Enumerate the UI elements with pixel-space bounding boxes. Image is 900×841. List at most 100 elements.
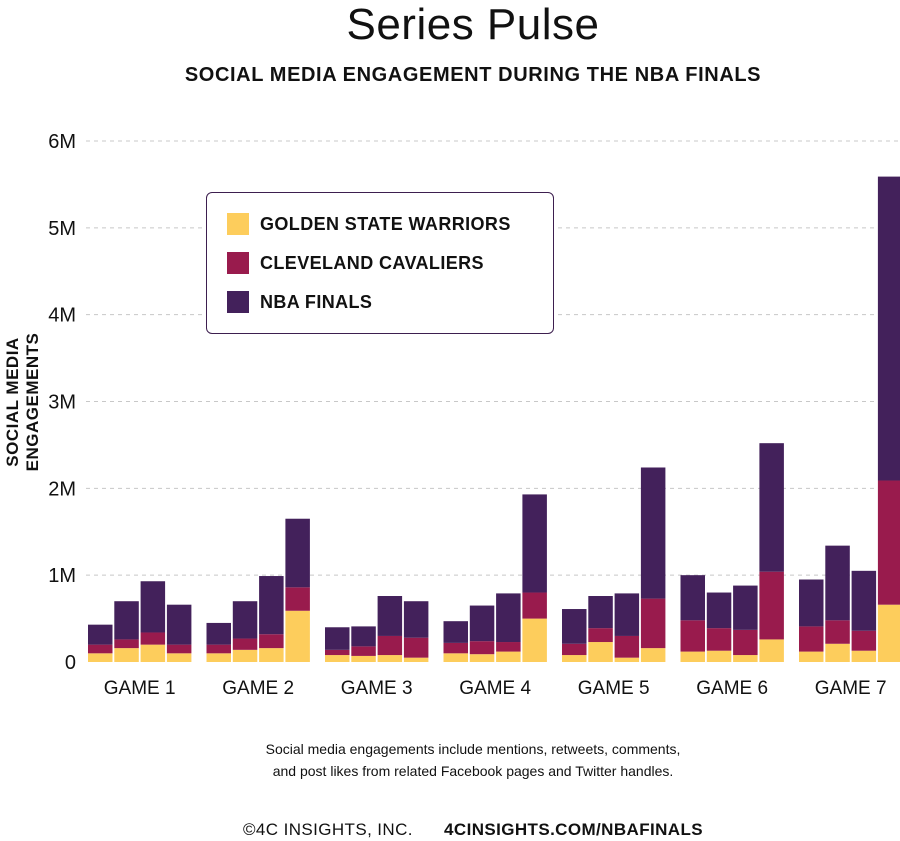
bar-segment — [496, 651, 521, 662]
bar-segment — [877, 176, 900, 481]
bar-segment — [232, 601, 258, 639]
bar-segment — [588, 596, 613, 629]
bar-segment — [351, 626, 376, 647]
bar-segment — [522, 618, 547, 662]
bar-segment — [88, 624, 113, 645]
bar-segment — [325, 627, 350, 650]
bar-segment — [733, 655, 758, 662]
bar-segment — [166, 653, 192, 662]
legend: GOLDEN STATE WARRIORS CLEVELAND CAVALIER… — [206, 192, 554, 334]
bar-segment — [825, 545, 850, 621]
bar-segment — [825, 620, 850, 644]
chart-subtitle: SOCIAL MEDIA ENGAGEMENT DURING THE NBA F… — [184, 64, 762, 86]
legend-item-warriors: GOLDEN STATE WARRIORS — [227, 213, 553, 235]
bar-segment — [140, 644, 166, 662]
bar-segment — [469, 605, 495, 642]
x-tick-label: GAME 6 — [696, 678, 768, 699]
bar-segment — [403, 637, 429, 658]
bar-segment — [680, 620, 705, 652]
bar-segment — [259, 634, 284, 649]
bar-segment — [851, 650, 877, 662]
bar-segment — [259, 576, 284, 635]
bar-segment — [496, 642, 521, 652]
bar-segment — [206, 622, 231, 645]
bar-segment — [351, 646, 376, 656]
legend-item-nba-finals: NBA FINALS — [227, 291, 553, 313]
bar-segment — [562, 609, 587, 644]
bar-segment — [377, 596, 403, 636]
bar-segment — [680, 575, 705, 621]
bar-segment — [706, 628, 732, 651]
x-tick-label: GAME 7 — [815, 678, 887, 699]
bar-segment — [206, 644, 231, 654]
bar-segment — [166, 604, 192, 645]
x-tick-label: GAME 5 — [578, 678, 650, 699]
bar-segment — [614, 635, 640, 658]
bar-segment — [851, 630, 877, 651]
y-tick-label: 5M — [48, 218, 76, 240]
bar-segment — [706, 650, 732, 662]
bar-segment — [825, 643, 850, 662]
bar-segment — [759, 571, 784, 640]
footer: ©4C INSIGHTS, INC. 4CINSIGHTS.COM/NBAFIN… — [0, 820, 900, 840]
bar-segment — [588, 642, 613, 662]
x-tick-label: GAME 2 — [222, 678, 294, 699]
bar-segment — [759, 639, 784, 662]
legend-label-nba-finals: NBA FINALS — [260, 291, 373, 312]
bar-segment — [325, 649, 350, 656]
bar-segment — [640, 598, 666, 649]
legend-swatch-warriors — [227, 213, 249, 235]
bar-segment — [403, 657, 429, 662]
bar-segment — [733, 629, 758, 656]
x-tick-label: GAME 1 — [104, 678, 176, 699]
footer-site-link[interactable]: 4CINSIGHTS.COM/NBAFINALS — [444, 820, 703, 839]
bar-segment — [114, 639, 139, 649]
footnote-line-2: and post likes from related Facebook pag… — [272, 763, 674, 779]
bar-segment — [640, 467, 666, 599]
bar-segment — [351, 655, 376, 662]
bar-segment — [259, 648, 284, 662]
bar-segment — [140, 581, 166, 633]
bar-segment — [325, 655, 350, 662]
bar-segment — [877, 604, 900, 662]
bar-segment — [166, 644, 192, 654]
bar-segment — [733, 585, 758, 630]
y-tick-label: 0 — [65, 652, 76, 674]
bar-segment — [799, 579, 824, 627]
bar-segment — [443, 642, 468, 654]
footnote-line-1: Social media engagements include mention… — [265, 741, 681, 757]
bar-segment — [285, 587, 310, 611]
bar-segment — [614, 657, 640, 662]
bar-segment — [759, 443, 784, 572]
bar-segment — [469, 654, 495, 662]
y-tick-label: 4M — [48, 305, 76, 327]
bar-segment — [232, 649, 258, 662]
bar-segment — [522, 494, 547, 593]
x-tick-label: GAME 4 — [459, 678, 531, 699]
bar-segment — [614, 593, 640, 636]
bar-segment — [88, 653, 113, 662]
bar-segment — [562, 643, 587, 656]
legend-swatch-nba-finals — [227, 291, 249, 313]
bar-segment — [443, 621, 468, 643]
bar-segment — [232, 638, 258, 650]
bar-segment — [114, 648, 139, 662]
chart-title: Series Pulse — [346, 0, 600, 49]
y-tick-label: 2M — [48, 478, 76, 500]
bar-segment — [285, 610, 310, 662]
y-tick-label: 1M — [48, 565, 76, 587]
bar-segment — [851, 570, 877, 631]
y-tick-label: 3M — [48, 392, 76, 414]
bar-segment — [140, 632, 166, 645]
bar-segment — [114, 601, 139, 640]
bar-segment — [285, 518, 310, 588]
footnote: Social media engagements include mention… — [0, 738, 900, 782]
legend-item-cavaliers: CLEVELAND CAVALIERS — [227, 252, 553, 274]
bar-segment — [640, 648, 666, 662]
bar-segment — [522, 592, 547, 619]
bar-segment — [469, 641, 495, 655]
bar-segment — [206, 653, 231, 662]
bar-segment — [799, 626, 824, 652]
